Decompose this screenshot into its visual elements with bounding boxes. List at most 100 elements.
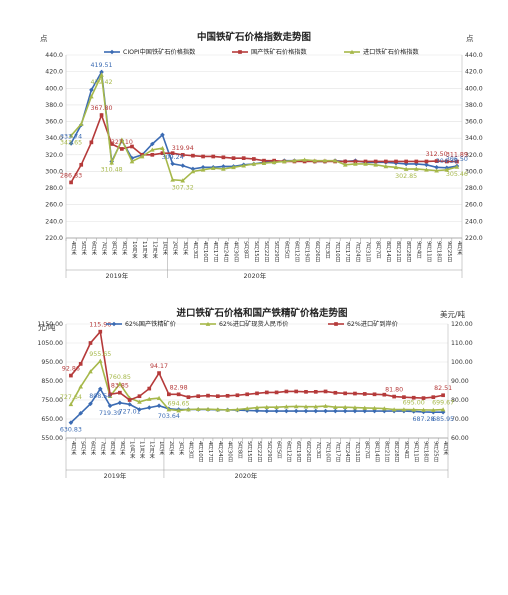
x-tick-label: 5月8日: [243, 241, 250, 260]
series-0-point: [414, 161, 419, 167]
data-label: 310.48: [101, 167, 123, 174]
series-2-point: [129, 159, 135, 164]
data-label: 808.54: [89, 393, 111, 400]
series-1-point: [221, 155, 226, 160]
series-1-point: [352, 405, 358, 410]
x-tick-label: 8月28日: [393, 441, 400, 463]
series-2-point: [264, 390, 269, 395]
data-label: 83.85: [111, 383, 129, 390]
series-2-point: [342, 162, 348, 167]
x-tick-label: 1月末: [161, 241, 168, 257]
y-tick-left: 850.00: [41, 378, 63, 385]
series-1-point: [262, 158, 266, 163]
series-2-point: [176, 392, 181, 397]
data-label: 312.50: [426, 151, 448, 158]
y-tick-right: 420.0: [465, 69, 483, 76]
series-2-point: [88, 341, 93, 345]
x-tick-label: 4月17日: [212, 241, 219, 263]
x-tick-label: 9月18日: [436, 241, 443, 263]
data-label: 286.83: [60, 172, 82, 179]
x-tick-label: 11月末: [141, 241, 148, 260]
series-2-point: [119, 137, 125, 142]
x-tick-label: 9月25日: [446, 241, 453, 263]
series-2-point: [362, 392, 367, 396]
series-2-point: [454, 164, 460, 169]
x-tick-label: 9月11日: [413, 441, 420, 463]
y-tick-right: 320.0: [465, 152, 483, 159]
series-1-point: [382, 406, 387, 411]
data-label: 630.83: [60, 427, 82, 434]
x-tick-label: 6月5日: [276, 441, 283, 460]
x-tick-label: 6月26日: [305, 441, 312, 463]
series-0-point: [99, 69, 104, 75]
series-2-point: [284, 389, 289, 394]
year-label: 2019年: [105, 271, 128, 280]
series-2-point: [414, 166, 419, 171]
series-2-point: [444, 167, 450, 172]
series-2-point: [245, 392, 250, 397]
x-tick-label: 7月10日: [325, 441, 332, 463]
y-tick-right: 60.00: [451, 435, 469, 442]
series-2-point: [180, 178, 186, 183]
legend-label: 国产铁矿石价格指数: [251, 48, 307, 56]
x-tick-label: 4月10日: [197, 441, 204, 463]
series-0-point: [254, 408, 260, 414]
series-0-point: [362, 408, 368, 414]
series-1-point: [146, 396, 152, 401]
x-tick-label: 5月8日: [236, 441, 243, 460]
series-1-point: [241, 156, 246, 160]
data-label: 699.67: [432, 400, 454, 407]
series-1-point: [166, 407, 172, 412]
series-2-point: [421, 396, 426, 400]
legend-item-2: 进口铁矿石价格指数: [344, 48, 419, 56]
data-label: 685.95: [432, 416, 454, 423]
series-2-point: [206, 393, 210, 398]
x-tick-label: 4月30日: [227, 441, 234, 463]
y-tick-left: 420.0: [45, 69, 63, 76]
series-2-point: [343, 391, 347, 396]
series-1-point: [394, 159, 398, 164]
series-2-point: [403, 166, 409, 171]
series-1-point: [431, 407, 436, 412]
x-tick-label: 9月25日: [432, 441, 439, 463]
x-tick-label: 7月31日: [354, 441, 361, 463]
series-0-point: [431, 409, 436, 415]
series-2-point: [108, 392, 112, 397]
series-2-point: [235, 393, 240, 398]
series-0-point: [146, 405, 152, 410]
data-label: 327.10: [111, 139, 133, 146]
series-2-point: [274, 390, 279, 395]
x-tick-label: 1月末: [158, 441, 165, 457]
series-0-point: [200, 164, 206, 170]
y-tick-left: 950.00: [41, 359, 63, 366]
y-tick-right: 260.0: [465, 202, 483, 209]
x-tick-label: 12月末: [151, 241, 158, 260]
series-2-point: [322, 158, 328, 163]
y-tick-left: 1150.00: [37, 321, 63, 328]
x-tick-label: 5月29日: [273, 241, 280, 263]
series-2-point: [241, 163, 246, 168]
data-label: 760.85: [109, 374, 131, 381]
series-1-point: [191, 153, 195, 158]
series-2-point: [434, 168, 439, 173]
series-0-point: [160, 132, 165, 138]
series-2-point: [231, 164, 236, 170]
x-tick-label: 2月末: [172, 241, 179, 257]
series-0-point: [303, 408, 309, 414]
series-1-point: [440, 407, 446, 412]
x-tick-label: 9月4日: [415, 241, 422, 260]
series-0-point: [107, 403, 113, 409]
series-2-point: [68, 133, 74, 138]
series-2-point: [118, 390, 122, 395]
series-2-point: [127, 398, 132, 402]
series-1-point: [170, 151, 175, 155]
series-1-point: [244, 406, 250, 411]
year-label: 2020年: [243, 271, 266, 280]
y-tick-left: 550.00: [41, 435, 63, 442]
series-1-point: [404, 159, 408, 164]
series-1-point: [373, 159, 378, 164]
series-2-point: [251, 161, 257, 166]
series-0-point: [117, 400, 123, 406]
series-1-point: [342, 404, 348, 410]
data-label: 319.94: [172, 145, 194, 152]
